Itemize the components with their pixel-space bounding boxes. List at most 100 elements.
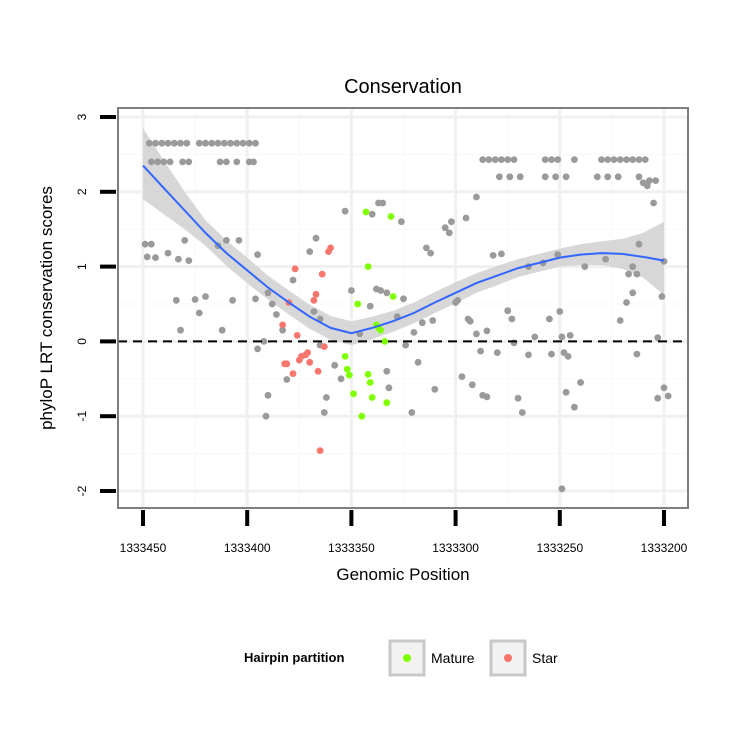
other-point <box>154 158 162 166</box>
other-point <box>289 276 297 284</box>
other-point <box>473 330 480 338</box>
other-point <box>175 255 182 263</box>
other-point <box>273 311 280 318</box>
other-point <box>654 334 662 342</box>
mature-point <box>364 370 372 378</box>
mature-point <box>383 399 391 407</box>
other-point <box>554 156 562 164</box>
x-tick-label: 1333450 <box>120 541 167 555</box>
other-point <box>514 394 522 402</box>
other-point <box>602 255 609 263</box>
other-point <box>558 485 566 493</box>
other-point <box>525 351 532 359</box>
other-point <box>283 376 291 383</box>
other-point <box>652 177 660 185</box>
other-point <box>496 173 503 181</box>
other-point <box>208 139 216 147</box>
other-point <box>625 270 632 278</box>
other-point <box>218 326 226 334</box>
mature-point <box>368 394 376 401</box>
star-point <box>316 447 324 454</box>
other-point <box>441 224 449 232</box>
smooth-line <box>142 164 665 335</box>
other-point <box>191 296 199 303</box>
other-point <box>152 254 159 261</box>
legend-label-mature: Mature <box>431 650 475 666</box>
other-point <box>223 237 230 244</box>
star-point <box>327 244 334 252</box>
other-point <box>479 156 487 164</box>
other-point <box>402 341 409 349</box>
other-point <box>610 156 618 164</box>
x-tick-label: 1333300 <box>432 541 479 555</box>
other-point <box>164 139 172 147</box>
other-point <box>483 393 491 401</box>
other-point <box>379 199 387 207</box>
mature-point <box>358 412 366 420</box>
other-point <box>164 249 172 257</box>
star-point <box>318 270 326 278</box>
other-point <box>566 332 574 339</box>
other-point <box>614 173 622 181</box>
other-point <box>506 173 514 181</box>
star-point <box>306 358 314 366</box>
x-tick-label: 1333200 <box>641 541 688 555</box>
other-point <box>252 295 259 303</box>
other-point <box>541 173 549 181</box>
other-point <box>179 158 187 166</box>
other-point <box>498 250 505 258</box>
y-axis-title: phyloP LRT conservation scores <box>37 186 56 430</box>
x-axis-title: Genomic Position <box>336 565 469 584</box>
other-point <box>616 317 624 324</box>
other-point <box>410 329 418 336</box>
legend-point-star <box>504 654 512 662</box>
other-point <box>448 218 455 226</box>
x-tick-label: 1333350 <box>328 541 375 555</box>
other-point <box>233 139 241 147</box>
other-point <box>623 299 630 306</box>
other-point <box>516 173 524 181</box>
other-point <box>368 210 376 218</box>
other-point <box>664 392 672 400</box>
other-point <box>635 240 643 248</box>
other-point <box>552 173 559 181</box>
star-point <box>314 367 322 375</box>
other-point <box>562 388 570 396</box>
other-point <box>508 315 516 323</box>
mature-point <box>389 293 397 300</box>
series-other <box>141 139 672 493</box>
other-point <box>462 214 470 222</box>
other-point <box>223 158 230 166</box>
other-point <box>239 139 247 147</box>
star-point <box>310 296 318 304</box>
other-point <box>245 139 253 147</box>
other-point <box>581 263 589 270</box>
x-tick-label: 1333250 <box>536 541 583 555</box>
other-point <box>660 384 668 392</box>
other-point <box>229 296 237 304</box>
other-point <box>445 229 453 237</box>
other-point <box>571 156 578 164</box>
other-point <box>414 358 422 366</box>
other-point <box>423 244 430 252</box>
other-point <box>646 177 653 185</box>
mature-point <box>341 353 349 360</box>
other-point <box>633 350 641 358</box>
other-point <box>558 333 566 341</box>
other-point <box>268 300 276 308</box>
star-point <box>279 321 286 329</box>
mature-point <box>366 379 374 386</box>
mature-point <box>350 390 357 398</box>
other-point <box>254 345 261 353</box>
other-point <box>629 156 637 164</box>
other-point <box>383 367 391 375</box>
other-point <box>593 173 601 181</box>
other-point <box>468 381 476 389</box>
other-point <box>166 158 174 166</box>
y-tick-label: -1 <box>75 411 89 422</box>
other-point <box>233 158 241 166</box>
other-point <box>145 139 153 147</box>
other-point <box>548 156 555 164</box>
other-point <box>546 315 553 323</box>
